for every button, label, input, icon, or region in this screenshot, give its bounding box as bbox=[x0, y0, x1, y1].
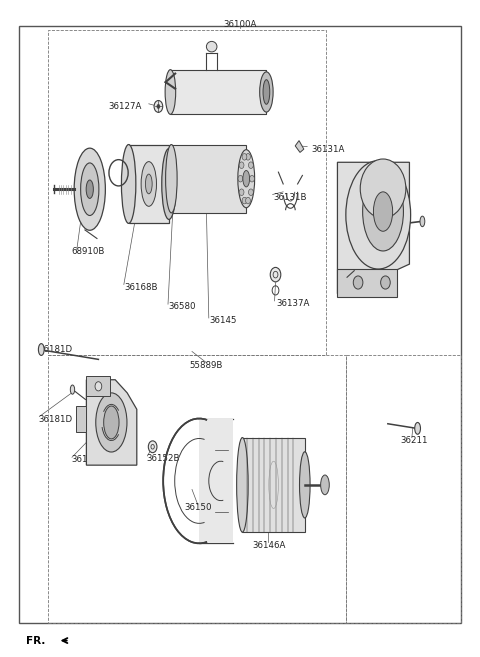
Text: 36131A: 36131A bbox=[311, 145, 345, 154]
Text: 36580: 36580 bbox=[168, 302, 195, 311]
Text: 55889B: 55889B bbox=[190, 361, 223, 370]
Text: 36150: 36150 bbox=[184, 503, 212, 512]
Text: 68910B: 68910B bbox=[71, 247, 105, 256]
Text: 36131B: 36131B bbox=[274, 193, 307, 202]
Ellipse shape bbox=[154, 101, 163, 112]
Text: 36168B: 36168B bbox=[125, 283, 158, 292]
Ellipse shape bbox=[206, 41, 217, 52]
Polygon shape bbox=[170, 70, 266, 114]
Ellipse shape bbox=[238, 150, 254, 208]
Ellipse shape bbox=[260, 72, 273, 112]
Ellipse shape bbox=[165, 70, 176, 114]
Ellipse shape bbox=[141, 162, 156, 206]
Ellipse shape bbox=[249, 189, 253, 196]
Ellipse shape bbox=[242, 154, 247, 160]
Ellipse shape bbox=[239, 162, 244, 168]
Text: 36120: 36120 bbox=[212, 101, 240, 110]
Polygon shape bbox=[242, 438, 305, 532]
Ellipse shape bbox=[246, 154, 251, 160]
Polygon shape bbox=[86, 380, 137, 465]
Text: 36145: 36145 bbox=[210, 316, 237, 325]
Polygon shape bbox=[199, 419, 233, 543]
Text: 36146A: 36146A bbox=[252, 541, 286, 550]
Ellipse shape bbox=[239, 189, 244, 196]
Ellipse shape bbox=[74, 148, 106, 231]
Text: 36127A: 36127A bbox=[108, 102, 142, 111]
Ellipse shape bbox=[157, 104, 160, 108]
Ellipse shape bbox=[145, 174, 152, 194]
Ellipse shape bbox=[373, 192, 393, 231]
Ellipse shape bbox=[166, 145, 177, 213]
Text: FR.: FR. bbox=[26, 635, 46, 646]
Ellipse shape bbox=[263, 79, 270, 104]
Ellipse shape bbox=[321, 475, 329, 495]
Polygon shape bbox=[337, 269, 397, 297]
Ellipse shape bbox=[162, 148, 176, 219]
Ellipse shape bbox=[242, 197, 247, 204]
Ellipse shape bbox=[104, 406, 119, 439]
Ellipse shape bbox=[249, 162, 253, 168]
Ellipse shape bbox=[360, 159, 406, 218]
Ellipse shape bbox=[243, 171, 250, 187]
Ellipse shape bbox=[415, 422, 420, 434]
Ellipse shape bbox=[420, 216, 425, 227]
Polygon shape bbox=[337, 162, 409, 294]
Ellipse shape bbox=[353, 276, 363, 289]
Ellipse shape bbox=[250, 175, 254, 182]
Ellipse shape bbox=[81, 163, 99, 215]
Polygon shape bbox=[171, 145, 246, 213]
Ellipse shape bbox=[300, 452, 310, 518]
Ellipse shape bbox=[238, 175, 243, 182]
Ellipse shape bbox=[270, 267, 281, 282]
Ellipse shape bbox=[121, 145, 136, 223]
Polygon shape bbox=[129, 145, 169, 223]
Text: 36181D: 36181D bbox=[38, 415, 72, 424]
Text: 36181D: 36181D bbox=[38, 345, 72, 354]
Ellipse shape bbox=[363, 172, 403, 251]
Text: 36100A: 36100A bbox=[223, 20, 257, 29]
Ellipse shape bbox=[381, 276, 390, 289]
Polygon shape bbox=[86, 376, 110, 396]
Ellipse shape bbox=[96, 393, 127, 452]
Ellipse shape bbox=[38, 344, 44, 355]
Ellipse shape bbox=[148, 441, 157, 453]
Polygon shape bbox=[295, 141, 304, 152]
Ellipse shape bbox=[246, 197, 251, 204]
Ellipse shape bbox=[346, 161, 410, 269]
Ellipse shape bbox=[70, 385, 75, 394]
Text: 36152B: 36152B bbox=[146, 454, 180, 463]
Text: 36211: 36211 bbox=[400, 436, 428, 445]
Text: 36137A: 36137A bbox=[276, 299, 310, 308]
Polygon shape bbox=[76, 406, 86, 432]
Text: 36110: 36110 bbox=[362, 215, 390, 225]
Ellipse shape bbox=[95, 382, 102, 391]
Ellipse shape bbox=[237, 438, 248, 532]
Ellipse shape bbox=[86, 180, 93, 198]
Text: 36180H: 36180H bbox=[71, 455, 105, 464]
